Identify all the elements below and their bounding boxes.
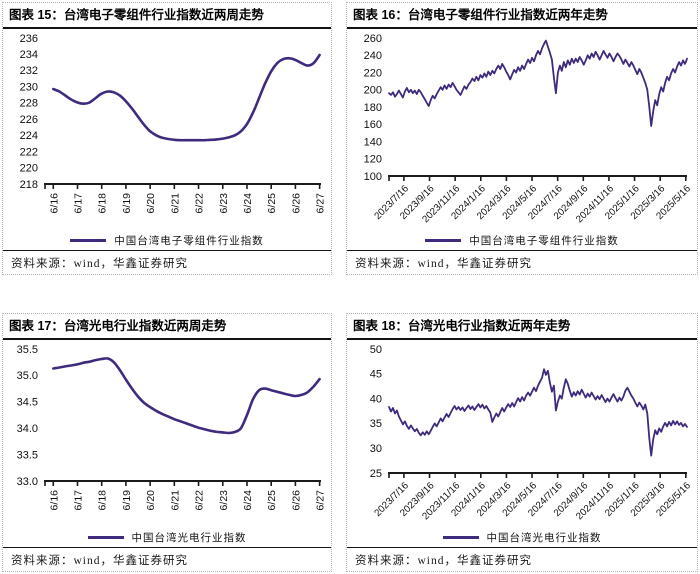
svg-text:35.0: 35.0 — [17, 370, 38, 382]
chart-canvas: 2530354045502023/7/162023/9/162023/11/16… — [370, 344, 694, 522]
legend-line-swatch — [425, 239, 462, 242]
svg-text:6/22: 6/22 — [194, 193, 206, 214]
svg-text:120: 120 — [364, 154, 382, 166]
line-chart: 33.0 33.5 34.0 34.5 35.0 35.5 6/16 6/17 6/18 6/19… — [3, 340, 331, 529]
svg-text:6/21: 6/21 — [169, 490, 181, 511]
svg-text:234: 234 — [20, 49, 38, 61]
svg-text:6/19: 6/19 — [121, 490, 133, 511]
svg-text:160: 160 — [364, 119, 382, 131]
svg-text:33.5: 33.5 — [17, 449, 38, 461]
svg-text:6/25: 6/25 — [266, 193, 278, 214]
svg-text:228: 228 — [20, 98, 38, 110]
source-note: 资料来源：wind，华鑫证券研究 — [3, 547, 331, 571]
svg-text:6/27: 6/27 — [315, 193, 327, 214]
figure-panel-15: 图表 15：台湾电子零组件行业指数近两周走势 218 220 222 224 226 22… — [2, 2, 332, 275]
svg-text:6/17: 6/17 — [72, 490, 84, 511]
legend-label: 中国台湾电子零组件行业指数 — [469, 235, 619, 247]
svg-text:6/24: 6/24 — [242, 193, 254, 214]
svg-text:40: 40 — [370, 393, 382, 405]
svg-text:236: 236 — [20, 33, 38, 45]
svg-text:230: 230 — [20, 81, 38, 93]
chart-canvas: 33.0 33.5 34.0 34.5 35.0 35.5 6/16 6/17 6/18 6/19… — [17, 344, 327, 511]
svg-text:6/23: 6/23 — [218, 490, 230, 511]
figure-panel-17: 图表 17：台湾光电行业指数近两周走势 33.0 33.5 34.0 34.5 35.0… — [2, 313, 332, 572]
legend-line-swatch — [70, 239, 107, 242]
svg-text:226: 226 — [20, 114, 38, 126]
figure-title: 图表 18：台湾光电行业指数近两年走势 — [347, 314, 697, 340]
legend-label: 中国台湾电子零组件行业指数 — [114, 235, 264, 247]
chart-legend: 中国台湾电子零组件行业指数 — [3, 232, 331, 249]
svg-text:180: 180 — [364, 102, 382, 114]
svg-text:6/22: 6/22 — [194, 490, 206, 511]
legend-label: 中国台湾光电行业指数 — [486, 532, 602, 544]
svg-text:6/18: 6/18 — [97, 490, 109, 511]
svg-text:200: 200 — [364, 85, 382, 97]
svg-text:6/20: 6/20 — [145, 193, 157, 214]
figure-panel-16: 图表 16：台湾电子零组件行业指数近两年走势 100 120 140 160 180 20… — [346, 2, 698, 275]
svg-text:100: 100 — [364, 171, 382, 183]
svg-text:222: 222 — [20, 146, 38, 158]
figure-title: 图表 15：台湾电子零组件行业指数近两周走势 — [3, 3, 331, 29]
line-chart: 218 220 222 224 226 228 230 232 234 236 6/16 6/17 6/… — [3, 29, 331, 232]
svg-text:6/27: 6/27 — [315, 490, 327, 511]
svg-text:34.5: 34.5 — [17, 397, 38, 409]
line-chart: 25 30 35 40 45 50 2023/7/16 2023/9/16 2023/11/16… — [347, 340, 697, 529]
svg-text:6/16: 6/16 — [48, 193, 60, 214]
svg-text:34.0: 34.0 — [17, 423, 38, 435]
svg-text:232: 232 — [20, 65, 38, 77]
svg-text:6/16: 6/16 — [48, 490, 60, 511]
chart-canvas: 1001201401601802002202402602023/7/162023… — [364, 33, 694, 225]
source-note: 资料来源：wind，华鑫证券研究 — [347, 547, 697, 571]
source-note: 资料来源：wind，华鑫证券研究 — [347, 250, 697, 274]
figure-panel-18: 图表 18：台湾光电行业指数近两年走势 25 30 35 40 45 50 2023/7/1… — [346, 313, 698, 572]
svg-text:218: 218 — [20, 179, 38, 191]
legend-line-swatch — [442, 536, 479, 539]
chart-canvas: 218 220 222 224 226 228 230 232 234 236 6/16 6/17 6/… — [20, 33, 327, 214]
svg-text:50: 50 — [370, 344, 382, 356]
svg-text:6/20: 6/20 — [145, 490, 157, 511]
figure-title: 图表 17：台湾光电行业指数近两周走势 — [3, 314, 331, 340]
svg-text:224: 224 — [20, 130, 38, 142]
svg-text:35: 35 — [370, 418, 382, 430]
svg-text:33.0: 33.0 — [17, 476, 38, 488]
svg-text:220: 220 — [364, 67, 382, 79]
svg-text:30: 30 — [370, 443, 382, 455]
legend-line-swatch — [87, 536, 124, 539]
svg-text:240: 240 — [364, 50, 382, 62]
chart-legend: 中国台湾光电行业指数 — [3, 529, 331, 546]
svg-text:6/17: 6/17 — [72, 193, 84, 214]
svg-text:220: 220 — [20, 163, 38, 175]
svg-text:35.5: 35.5 — [17, 344, 38, 356]
svg-text:6/26: 6/26 — [290, 193, 302, 214]
chart-legend: 中国台湾光电行业指数 — [347, 529, 697, 546]
svg-text:6/21: 6/21 — [169, 193, 181, 214]
line-chart: 100 120 140 160 180 200 220 240 260 2023/7/16 2023… — [347, 29, 697, 232]
chart-legend: 中国台湾电子零组件行业指数 — [347, 232, 697, 249]
figure-title: 图表 16：台湾电子零组件行业指数近两年走势 — [347, 3, 697, 29]
svg-text:6/24: 6/24 — [242, 490, 254, 511]
svg-text:25: 25 — [370, 468, 382, 480]
svg-text:45: 45 — [370, 369, 382, 381]
svg-text:6/26: 6/26 — [290, 490, 302, 511]
svg-text:6/19: 6/19 — [121, 193, 133, 214]
svg-text:260: 260 — [364, 33, 382, 45]
svg-text:140: 140 — [364, 136, 382, 148]
source-note: 资料来源：wind，华鑫证券研究 — [3, 250, 331, 274]
legend-label: 中国台湾光电行业指数 — [131, 532, 247, 544]
svg-text:6/23: 6/23 — [218, 193, 230, 214]
svg-text:6/18: 6/18 — [97, 193, 109, 214]
svg-text:6/25: 6/25 — [266, 490, 278, 511]
